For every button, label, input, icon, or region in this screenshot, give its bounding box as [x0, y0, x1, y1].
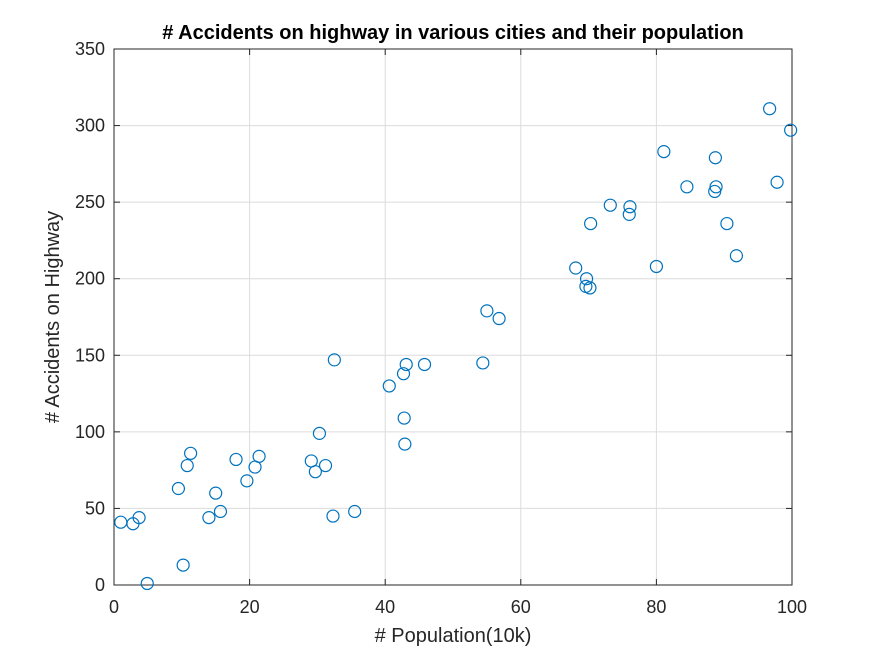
y-tick-label: 150 [75, 345, 105, 365]
x-tick-label: 0 [109, 597, 119, 617]
data-point [476, 356, 490, 370]
data-point [492, 311, 506, 326]
data-point [649, 259, 664, 274]
data-point [480, 304, 494, 318]
data-point [397, 411, 411, 425]
data-point [180, 458, 194, 473]
x-tick-label: 40 [375, 597, 395, 617]
x-tick-label: 60 [511, 597, 531, 617]
x-tick-label: 80 [646, 597, 666, 617]
data-point [176, 558, 190, 572]
data-point [569, 261, 583, 275]
data-point [140, 576, 154, 591]
y-tick-label: 350 [75, 39, 105, 59]
data-points [114, 102, 798, 591]
data-point [784, 123, 798, 137]
y-tick-label: 50 [85, 498, 105, 518]
data-point [171, 481, 186, 496]
data-point [584, 216, 598, 231]
data-point [348, 504, 362, 519]
data-point [657, 145, 671, 159]
data-point [327, 353, 341, 367]
y-tick-label: 0 [95, 575, 105, 595]
data-point [312, 426, 327, 440]
plot-area-box [113, 48, 793, 586]
data-point [308, 465, 322, 479]
data-point [209, 486, 223, 500]
data-point [240, 474, 254, 488]
data-point [132, 511, 146, 525]
data-point [708, 151, 722, 165]
data-point [326, 509, 340, 523]
data-point [399, 357, 413, 372]
data-point [252, 449, 266, 463]
data-point [382, 379, 396, 393]
data-point [770, 175, 784, 189]
data-point [114, 515, 128, 529]
axis-ticks: 0 20 40 60 80 100 0 50 100 150 200 250 300 350 [75, 39, 807, 617]
y-tick-label: 100 [75, 422, 105, 442]
y-tick-label: 300 [75, 116, 105, 136]
data-point [763, 102, 777, 116]
data-point [398, 437, 412, 451]
data-point [396, 367, 411, 381]
data-point [603, 198, 617, 212]
x-tick-label: 20 [240, 597, 260, 617]
x-axis-label: # Population(10k) [375, 625, 532, 647]
data-point [184, 446, 198, 460]
x-tick-label: 100 [777, 597, 807, 617]
chart-title: # Accidents on highway in various cities… [162, 22, 744, 44]
data-point [318, 458, 333, 473]
data-point [417, 357, 432, 372]
data-point [623, 200, 637, 214]
y-tick-label: 200 [75, 269, 105, 289]
data-point [213, 504, 228, 519]
data-point [579, 272, 594, 286]
grid-lines [114, 49, 792, 585]
data-point [202, 511, 216, 525]
data-point [729, 249, 744, 263]
data-point [709, 180, 723, 194]
data-point [622, 207, 636, 221]
data-point [720, 216, 734, 231]
data-point [680, 180, 694, 194]
y-axis-label: # Accidents on Highway [42, 211, 64, 423]
data-point [583, 281, 597, 295]
data-point [229, 452, 243, 467]
y-tick-label: 250 [75, 192, 105, 212]
